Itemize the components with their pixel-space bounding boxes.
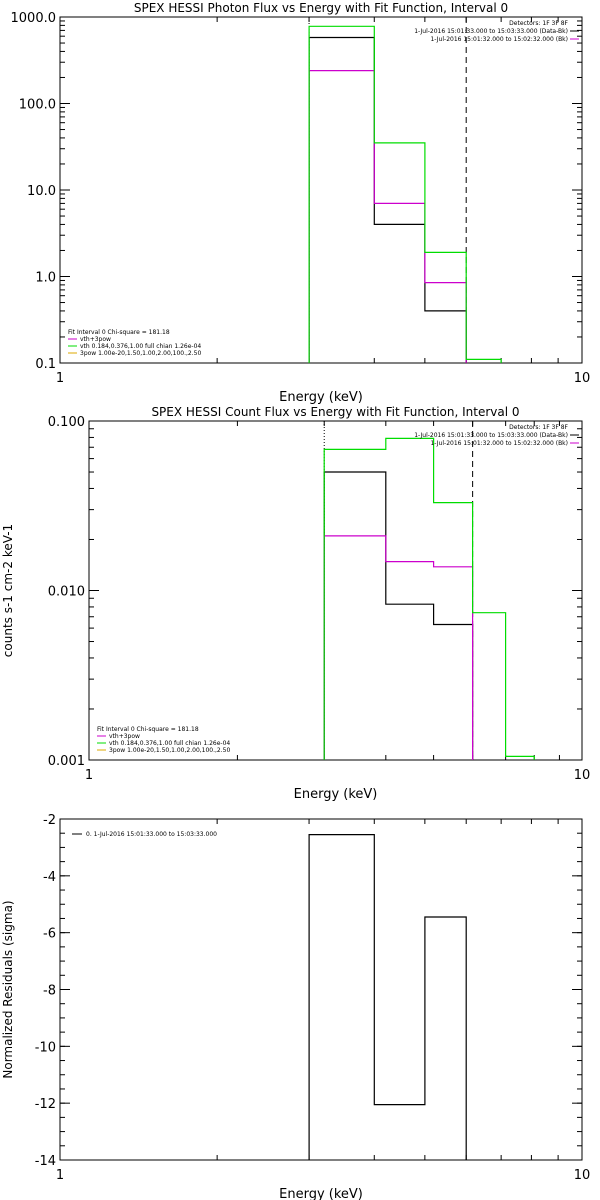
count-flux-ylabel: counts s-1 cm-2 keV-1 (1, 524, 15, 657)
photon-flux-y-tick-label: 10.0 (27, 184, 56, 199)
photon-flux-panel: SPEX HESSI Photon Flux vs Energy with Fi… (11, 1, 591, 405)
residuals-y-tick-label: -2 (43, 813, 56, 828)
photon-flux-x-tick-label: 1 (56, 371, 64, 386)
residuals-ylabel: Normalized Residuals (sigma) (1, 900, 15, 1078)
count-flux-series-1 (323, 535, 474, 760)
count-flux-y-tick-label: 0.010 (48, 585, 85, 600)
residuals-y-tick-label: -12 (35, 1097, 56, 1112)
photon-flux-y-tick-label: 0.1 (35, 357, 56, 372)
count-flux-panel: SPEX HESSI Count Flux vs Energy with Fit… (1, 405, 590, 802)
count-flux-series-0 (323, 471, 474, 760)
photon-flux-series-0 (308, 36, 467, 363)
count-flux-y-tick-label: 0.001 (48, 754, 85, 769)
count-flux-x-tick-label: 1 (85, 768, 93, 783)
count-flux-fit-legend-entry: Fit Interval 0 Chi-square = 181.18 (97, 726, 199, 733)
photon-flux-fit-legend-entry: Fit Interval 0 Chi-square = 181.18 (68, 329, 170, 336)
count-flux-xlabel: Energy (keV) (294, 787, 378, 802)
count-flux-legend-entry: Detectors: 1F 3F 8F (509, 424, 568, 431)
photon-flux-series-1 (308, 70, 467, 363)
residuals-y-tick-label: -10 (35, 1040, 56, 1055)
count-flux-legend-entry: 1-Jul-2016 15:01:32.000 to 15:02:32.000 … (430, 440, 568, 447)
count-flux-fit-legend-entry: 3pow 1.00e-20,1.50,1.00,2.00,100.,2.50 (109, 747, 230, 754)
photon-flux-y-tick-label: 1000.0 (11, 11, 57, 26)
residuals-x-tick-label: 1 (56, 1168, 64, 1183)
residuals-legend-entry: 0. 1-Jul-2016 15:01:33.000 to 15:03:33.0… (86, 831, 217, 838)
residuals-y-tick-label: -6 (43, 927, 56, 942)
photon-flux-fit-legend-entry: vth+3pow (80, 336, 111, 343)
residuals-y-tick-label: -8 (43, 984, 56, 999)
photon-flux-fit-legend-entry: 3pow 1.00e-20,1.50,1.00,2.00,100.,2.50 (80, 350, 201, 357)
photon-flux-y-tick-label: 100.0 (19, 98, 56, 113)
photon-flux-legend-entry: 1-Jul-2016 15:01:32.000 to 15:02:32.000 … (430, 36, 568, 43)
residuals-x-tick-label: 10 (574, 1168, 591, 1183)
residuals-y-tick-label: -14 (35, 1154, 56, 1169)
residuals-xlabel: Energy (keV) (279, 1187, 363, 1200)
photon-flux-fit-legend-entry: vth 0.184,0.376,1.00 full chian 1.26e-04 (80, 343, 201, 350)
residuals-series-0 (308, 834, 467, 1160)
count-flux-legend-entry: 1-Jul-2016 15:01:33.000 to 15:03:33.000 … (414, 432, 568, 439)
photon-flux-xlabel: Energy (keV) (279, 390, 363, 405)
count-flux-fit-legend-entry: vth+3pow (109, 733, 140, 740)
photon-flux-x-tick-label: 10 (574, 371, 591, 386)
residuals-y-tick-label: -4 (43, 870, 56, 885)
photon-flux-title: SPEX HESSI Photon Flux vs Energy with Fi… (134, 1, 508, 15)
photon-flux-y-tick-label: 1.0 (35, 271, 56, 286)
residuals-panel: Energy (keV) Normalized Residuals (sigma… (1, 813, 590, 1200)
count-flux-series-2 (323, 437, 535, 760)
photon-flux-legend-entry: 1-Jul-2016 15:01:33.000 to 15:03:33.000 … (414, 28, 568, 35)
count-flux-fit-legend-entry: vth 0.184,0.376,1.00 full chian 1.26e-04 (109, 740, 230, 747)
count-flux-title: SPEX HESSI Count Flux vs Energy with Fit… (151, 405, 519, 419)
count-flux-y-tick-label: 0.100 (48, 415, 85, 430)
photon-flux-legend-entry: Detectors: 1F 3F 8F (509, 20, 568, 27)
photon-flux-series-2 (308, 25, 502, 363)
count-flux-x-tick-label: 10 (574, 768, 591, 783)
